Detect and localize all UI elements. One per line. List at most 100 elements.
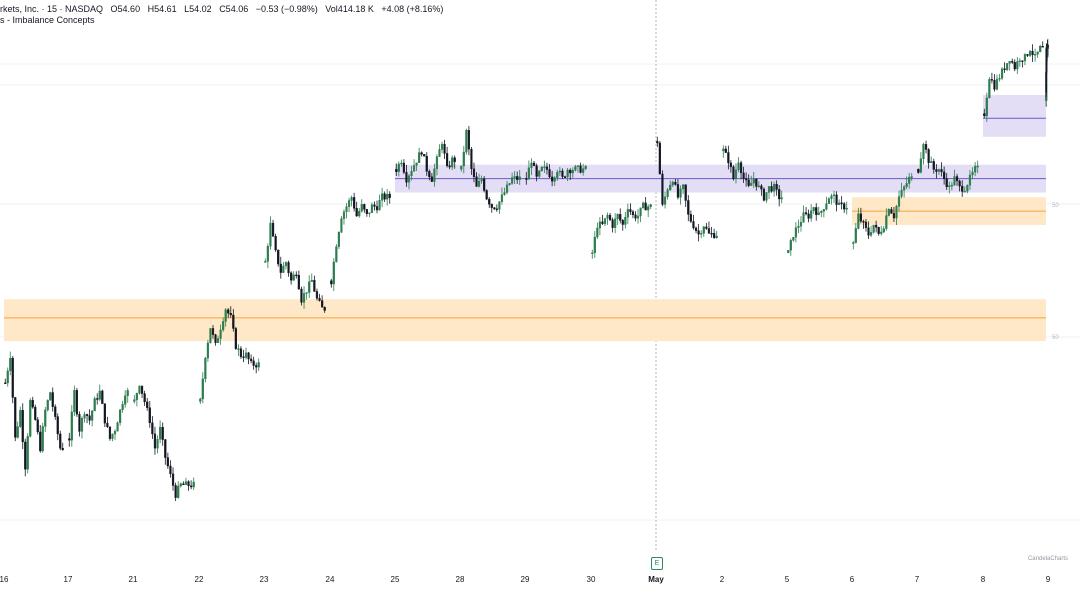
candle-body <box>596 227 599 238</box>
candle-body <box>124 395 127 405</box>
candle-body <box>187 481 190 487</box>
candle-body <box>897 196 901 207</box>
candle-body <box>540 166 543 172</box>
candle-body <box>138 385 141 394</box>
candle-body <box>16 426 19 438</box>
time-tick-label: 6 <box>849 575 855 584</box>
candle-body <box>378 200 381 211</box>
candle-body <box>239 348 243 357</box>
candle-body <box>46 400 49 411</box>
chart-legend: rkets, Inc. · 15 · NASDAQ O54.60 H54.61 … <box>0 4 448 14</box>
candle-body <box>453 157 456 163</box>
candle-body <box>631 211 635 216</box>
candle-body <box>1036 51 1039 55</box>
candle-body <box>383 193 386 200</box>
candle-body <box>9 357 12 372</box>
candle-body <box>103 403 106 424</box>
candle-body <box>36 419 39 433</box>
candle-body <box>737 162 740 171</box>
candle-body <box>224 309 227 322</box>
candle-body <box>976 165 979 168</box>
candle-body <box>337 232 340 247</box>
candle-body <box>629 209 632 212</box>
candle-body <box>647 206 650 211</box>
candle-body <box>576 165 580 167</box>
candle-body <box>88 415 91 421</box>
candle-body <box>420 152 423 155</box>
candle-body <box>988 79 991 99</box>
candle-body <box>242 356 245 358</box>
candle-body <box>787 250 790 254</box>
candle-body <box>963 191 966 193</box>
candle-body <box>835 194 838 205</box>
candle-body <box>745 178 748 181</box>
candle-body <box>485 190 488 200</box>
candle-body <box>166 457 169 467</box>
candle-body <box>1016 61 1019 70</box>
candle-body <box>603 218 607 224</box>
high-value: H54.61 <box>147 4 177 14</box>
candle-body <box>199 398 202 402</box>
time-tick-label: 25 <box>390 575 400 584</box>
time-tick-label: 22 <box>194 575 204 584</box>
candle-body <box>402 162 405 173</box>
candle-body <box>854 228 857 243</box>
candle-body <box>75 390 78 415</box>
candle-body <box>395 169 398 172</box>
candle-body <box>775 184 778 190</box>
candle-body <box>548 169 551 178</box>
candle-body <box>350 197 353 201</box>
candle-body <box>101 390 104 404</box>
candle-body <box>164 439 167 458</box>
candle-body <box>639 207 642 217</box>
candle-body <box>472 168 476 177</box>
earnings-badge[interactable]: E <box>651 557 663 570</box>
candle-body <box>656 141 659 144</box>
candle-body <box>78 414 81 432</box>
candle-body <box>495 208 498 211</box>
candle-body <box>410 171 413 177</box>
time-tick-label: 28 <box>455 575 465 584</box>
candle-body <box>54 406 57 417</box>
candle-body <box>433 168 436 182</box>
candle-body <box>794 227 797 238</box>
candle-body <box>386 193 389 200</box>
candle-body <box>508 183 511 186</box>
candle-body <box>146 401 149 408</box>
candle-body <box>1031 50 1034 56</box>
candle-body <box>619 214 622 221</box>
candle-body <box>480 178 483 182</box>
candle-body <box>827 198 831 204</box>
candle-body <box>887 209 890 216</box>
candle-body <box>760 185 763 190</box>
candle-body <box>318 298 321 301</box>
candle-body <box>98 390 101 400</box>
candle-body <box>900 189 903 197</box>
candle-body <box>1013 62 1016 70</box>
candle-body <box>593 236 596 253</box>
candle-body <box>684 184 687 201</box>
candle-body <box>838 202 841 205</box>
candle-body <box>910 176 913 178</box>
candle-body <box>543 166 546 168</box>
candle-body <box>407 175 411 183</box>
candle-body <box>1023 54 1027 62</box>
candle-body <box>958 180 961 187</box>
candle-body <box>935 169 938 172</box>
candle-body <box>219 329 222 339</box>
candle-body <box>917 169 920 173</box>
candle-body <box>535 165 538 177</box>
candle-body <box>724 148 727 153</box>
candle-body <box>807 213 810 219</box>
candle-body <box>700 233 703 235</box>
time-tick-label: 24 <box>325 575 335 584</box>
indicator-legend[interactable]: s - Imbalance Concepts <box>0 15 100 25</box>
candle-body <box>418 152 421 163</box>
candle-body <box>845 207 848 210</box>
candle-body <box>26 436 29 470</box>
candle-body <box>820 211 823 213</box>
candle-body <box>388 193 391 198</box>
candle-body <box>689 214 692 222</box>
candle-body <box>558 170 561 173</box>
